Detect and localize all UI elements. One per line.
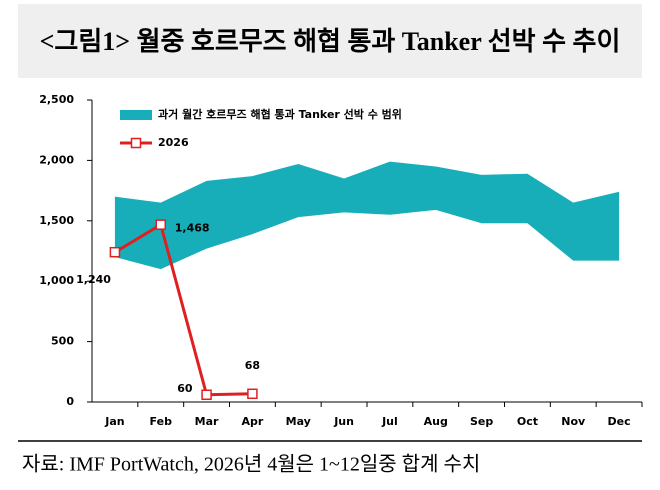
y-tick-label: 1,500 (39, 214, 74, 227)
x-tick-label: Jul (381, 415, 398, 428)
y-tick-label: 1,000 (39, 274, 74, 287)
legend-swatch (120, 110, 152, 120)
chart-title: <그림1> 월중 호르무즈 해협 통과 Tanker 선박 수 추이 (40, 27, 621, 56)
x-tick-label: Mar (195, 415, 219, 428)
legend-marker (130, 137, 142, 149)
x-tick-label: Nov (561, 415, 586, 428)
x-tick-label: Dec (608, 415, 631, 428)
x-tick-label: Jan (104, 415, 124, 428)
value-label: 68 (245, 359, 260, 372)
value-label: 60 (177, 382, 193, 395)
x-tick-label: Apr (242, 415, 264, 428)
value-label: 1,468 (175, 222, 210, 235)
legend-label: 2026 (158, 136, 189, 149)
marker (247, 388, 258, 400)
value-label: 1,240 (76, 273, 111, 286)
x-tick-label: May (286, 415, 311, 428)
x-tick-label: Aug (424, 415, 448, 428)
title-banner (18, 4, 642, 78)
x-tick-label: Sep (470, 415, 493, 428)
marker (155, 219, 166, 230)
range-band (114, 161, 620, 270)
source-note: 자료: IMF PortWatch, 2026년 4월은 1~12일중 합계 수… (22, 453, 480, 476)
y-tick-label: 0 (66, 395, 74, 408)
x-tick-label: Jun (333, 415, 354, 428)
y-tick-label: 500 (51, 335, 74, 348)
x-tick-label: Oct (517, 415, 538, 428)
marker (109, 246, 121, 258)
series-line (114, 222, 253, 397)
legend-label: 과거 월간 호르무즈 해협 통과 Tanker 선박 수 범위 (158, 107, 402, 121)
y-tick-label: 2,000 (39, 153, 74, 166)
y-tick-label: 2,500 (39, 93, 74, 106)
x-tick-label: Feb (150, 415, 173, 428)
marker (201, 389, 212, 401)
